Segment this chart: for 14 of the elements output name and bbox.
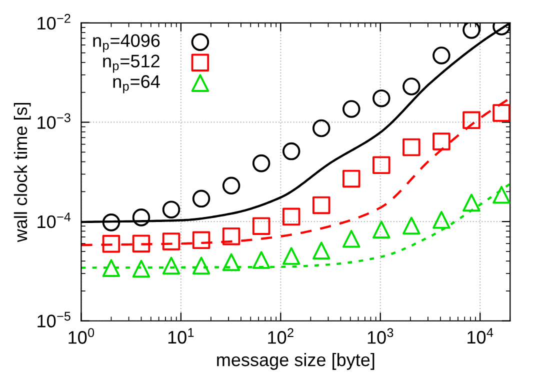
x-tick-label: 10$^{1}$	[168, 328, 194, 344]
legend-label: n$_{p}$=64	[113, 75, 160, 94]
y-axis-title: wall clock time [s]	[14, 102, 31, 242]
x-tick-label: 10$^{4}$	[468, 328, 494, 344]
x-tick-label: 10$^{2}$	[268, 328, 294, 344]
legend-label: n$_{p}$=4096	[93, 34, 160, 52]
y-tick-label: 10$^{−4}$	[38, 212, 71, 228]
x-tick-label: 10$^{0}$	[68, 328, 94, 344]
x-tick-label: 10$^{3}$	[368, 328, 394, 344]
y-tick-label: 10$^{−2}$	[38, 14, 70, 30]
x-axis-title: message size [byte]	[217, 352, 374, 370]
y-tick-label: 10$^{−5}$	[38, 312, 70, 328]
y-tick-label: 10$^{−3}$	[38, 113, 70, 129]
legend-label: n$_{p}$=512	[103, 54, 160, 73]
